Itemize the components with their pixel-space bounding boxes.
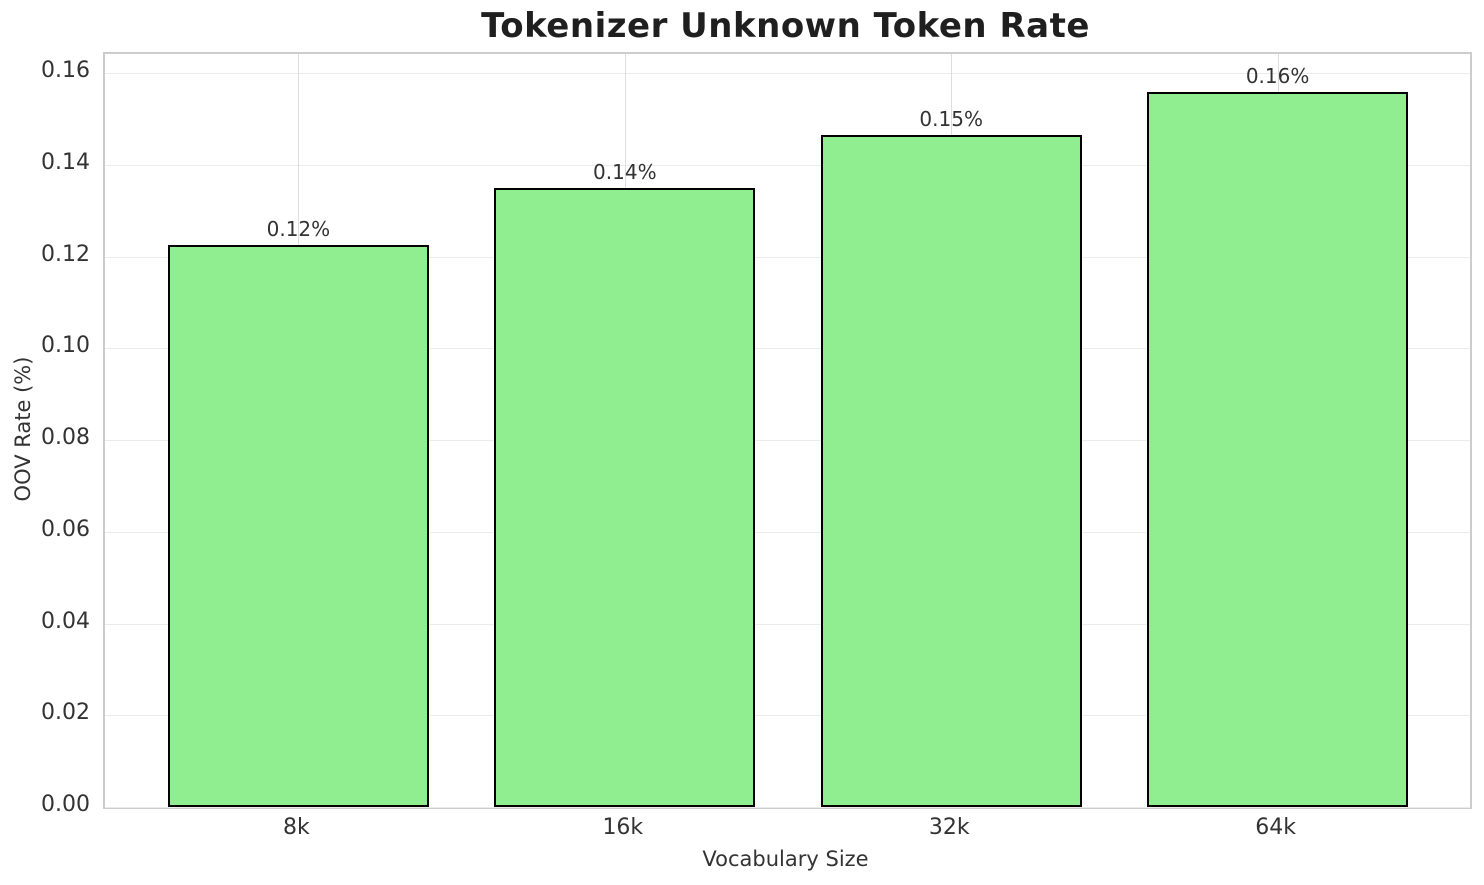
- gridline-horizontal: [105, 623, 1470, 625]
- bar-32k: [820, 135, 1082, 807]
- gridline-horizontal: [105, 715, 1470, 717]
- y-tick-label: 0.04: [41, 608, 90, 634]
- bar-8k: [167, 245, 429, 807]
- gridline-horizontal: [105, 348, 1470, 350]
- y-tick-label: 0.14: [41, 149, 90, 175]
- x-tick-label: 8k: [283, 815, 310, 840]
- gridline-horizontal: [105, 256, 1470, 258]
- gridline-horizontal: [105, 807, 1470, 808]
- x-axis-label: Vocabulary Size: [702, 847, 869, 871]
- bar-64k: [1147, 91, 1409, 807]
- bar-value-label: 0.16%: [1245, 63, 1310, 88]
- x-tick-label: 32k: [928, 815, 970, 840]
- bar-value-label: 0.12%: [266, 217, 331, 242]
- y-tick-label: 0.02: [41, 700, 90, 726]
- y-tick-label: 0.08: [41, 425, 90, 451]
- x-tick-label: 16k: [602, 815, 644, 840]
- chart-title: Tokenizer Unknown Token Rate: [481, 6, 1090, 46]
- gridline-horizontal: [105, 73, 1470, 75]
- y-tick-label: 0.00: [41, 792, 90, 817]
- plot-area: 0.12% 0.14% 0.15% 0.16%: [103, 52, 1472, 809]
- y-tick-label: 0.12: [41, 241, 90, 267]
- x-tick-label: 64k: [1255, 815, 1296, 840]
- bar-value-label: 0.15%: [919, 107, 983, 132]
- bar-16k: [494, 187, 756, 807]
- gridline-horizontal: [105, 531, 1470, 533]
- gridline-horizontal: [105, 164, 1470, 166]
- y-tick-label: 0.06: [41, 516, 90, 542]
- gridline-horizontal: [105, 440, 1470, 442]
- y-tick-label: 0.16: [41, 58, 90, 84]
- bar-value-label: 0.14%: [593, 159, 657, 184]
- y-tick-label: 0.10: [41, 333, 90, 359]
